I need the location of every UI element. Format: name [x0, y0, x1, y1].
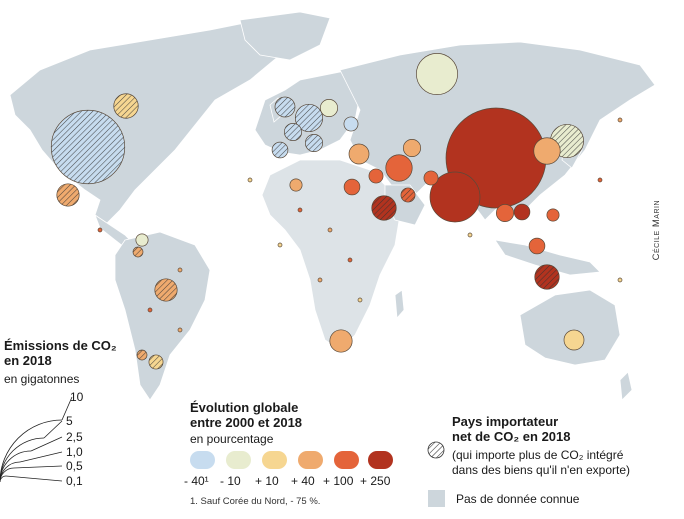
size-legend-title: Émissions de CO₂ en 2018	[4, 338, 117, 368]
bubble-hatch-argentine	[148, 354, 164, 370]
size-label-5: 5	[66, 414, 73, 428]
size-arc-0.1	[0, 475, 7, 483]
evolution-label-p40: + 40	[291, 474, 315, 488]
nodata-label: Pas de donnée connue	[456, 492, 580, 506]
bubble-hatch-france	[284, 123, 302, 141]
bubble-algerie	[289, 178, 303, 192]
bubble-hatch-emirats	[400, 187, 416, 203]
evolution-footnote: 1. Sauf Corée du Nord, - 75 %.	[190, 496, 321, 507]
evolution-legend-title-line2: entre 2000 et 2018	[190, 415, 303, 430]
bubble-vietnam	[513, 203, 531, 221]
bubble-minor	[177, 267, 183, 273]
size-label-1.0: 1,0	[66, 445, 83, 459]
bubble-kazakhstan	[402, 138, 422, 158]
bubble-minor	[147, 307, 153, 313]
evolution-label-m10: - 10	[220, 474, 241, 488]
evolution-label-p10: + 10	[255, 474, 279, 488]
bubble-inde	[429, 171, 481, 223]
bubble-venezuela	[135, 233, 149, 247]
size-legend-arcs	[0, 396, 73, 483]
bubble-minor	[317, 277, 323, 283]
bubble-hatch-colombie	[133, 247, 143, 257]
bubble-thailande	[495, 203, 515, 223]
bubble-coree-du-sud	[533, 137, 561, 165]
evolution-swatch-p40	[298, 451, 323, 469]
bubble-minor	[327, 227, 333, 233]
bubble-minor	[597, 177, 603, 183]
size-legend-title-line1: Émissions de CO₂	[4, 338, 117, 353]
bubble-iran	[385, 154, 413, 182]
bubble-hatch-etats-unis	[51, 110, 125, 184]
importer-legend-desc-line2: dans des biens qu'il n'en exporte)	[452, 463, 631, 477]
importer-legend-circle	[427, 441, 445, 459]
bubble-minor	[297, 207, 303, 213]
size-label-2.5: 2,5	[66, 430, 83, 444]
bubble-hatch-canada	[113, 93, 139, 119]
bubble-pakistan	[423, 170, 439, 186]
importer-legend-desc: (qui importe plus de CO₂ intégré dans de…	[452, 448, 630, 478]
evolution-label-p250: + 250	[360, 474, 391, 488]
bubble-hatch-mexique	[56, 183, 80, 207]
evolution-swatch-m40	[190, 451, 215, 469]
bubble-hatch-royaume-uni	[275, 97, 295, 117]
bubble-minor	[247, 177, 253, 183]
bubble-hatch-espagne	[272, 142, 288, 158]
bubble-hatch-italie	[305, 134, 323, 152]
bubble-minor	[177, 327, 183, 333]
importer-legend-title-line1: Pays importateur	[452, 414, 559, 429]
bubble-russie	[416, 53, 458, 95]
bubble-hatch-arabie-saoudite	[371, 195, 397, 221]
bubble-minor	[467, 232, 473, 238]
bubble-egypte	[343, 178, 361, 196]
bubble-minor	[347, 257, 353, 263]
map-credit: Cécile Marin	[651, 200, 662, 261]
bubble-malaisie	[528, 237, 546, 255]
land-madagascar	[394, 289, 405, 319]
bubble-hatch-indonesie	[534, 264, 560, 290]
bubble-minor	[617, 117, 623, 123]
bubble-minor	[97, 227, 103, 233]
land-new-zealand	[619, 371, 633, 401]
evolution-swatch-p10	[262, 451, 287, 469]
size-legend-title-line2: en 2018	[4, 353, 52, 368]
evolution-legend-unit: en pourcentage	[190, 432, 274, 446]
bubble-minor	[357, 297, 363, 303]
emission-bubbles	[50, 53, 623, 370]
bubble-irak	[368, 168, 384, 184]
bubble-turquie	[348, 143, 370, 165]
evolution-swatch-m10	[226, 451, 251, 469]
evolution-swatch-p250	[368, 451, 393, 469]
land-australia	[519, 289, 621, 366]
size-arc-2.5	[0, 450, 32, 483]
size-label-0.1: 0,1	[66, 474, 83, 488]
bubble-hatch-chili	[137, 350, 147, 360]
evolution-legend-title: Évolution globale entre 2000 et 2018	[190, 400, 302, 430]
bubble-australie	[563, 329, 585, 351]
evolution-swatch-p100	[334, 451, 359, 469]
importer-legend-title-line2: net de CO₂ en 2018	[452, 429, 571, 444]
bubble-afrique-du-sud	[329, 329, 353, 353]
importer-legend-title: Pays importateur net de CO₂ en 2018	[452, 414, 571, 444]
size-label-10: 10	[70, 390, 84, 404]
bubble-philippines	[546, 208, 560, 222]
land-africa	[261, 159, 401, 351]
bubble-pologne	[319, 98, 339, 118]
bubble-minor	[617, 277, 623, 283]
bubble-hatch-allemagne	[295, 104, 323, 132]
importer-legend-desc-line1: (qui importe plus de CO₂ intégré	[452, 448, 624, 462]
size-legend-unit: en gigatonnes	[4, 372, 80, 386]
bubble-minor	[277, 242, 283, 248]
size-label-0.5: 0,5	[66, 459, 83, 473]
bubble-ukraine	[343, 116, 359, 132]
bubble-hatch-bresil	[154, 278, 178, 302]
land-south-america	[114, 231, 211, 401]
land-greenland	[239, 11, 331, 61]
size-arc-5	[0, 437, 45, 483]
evolution-legend-title-line1: Évolution globale	[190, 400, 299, 415]
evolution-label-p100: + 100	[323, 474, 354, 488]
nodata-swatch	[428, 490, 445, 507]
evolution-label-m40: - 40¹	[184, 474, 209, 488]
